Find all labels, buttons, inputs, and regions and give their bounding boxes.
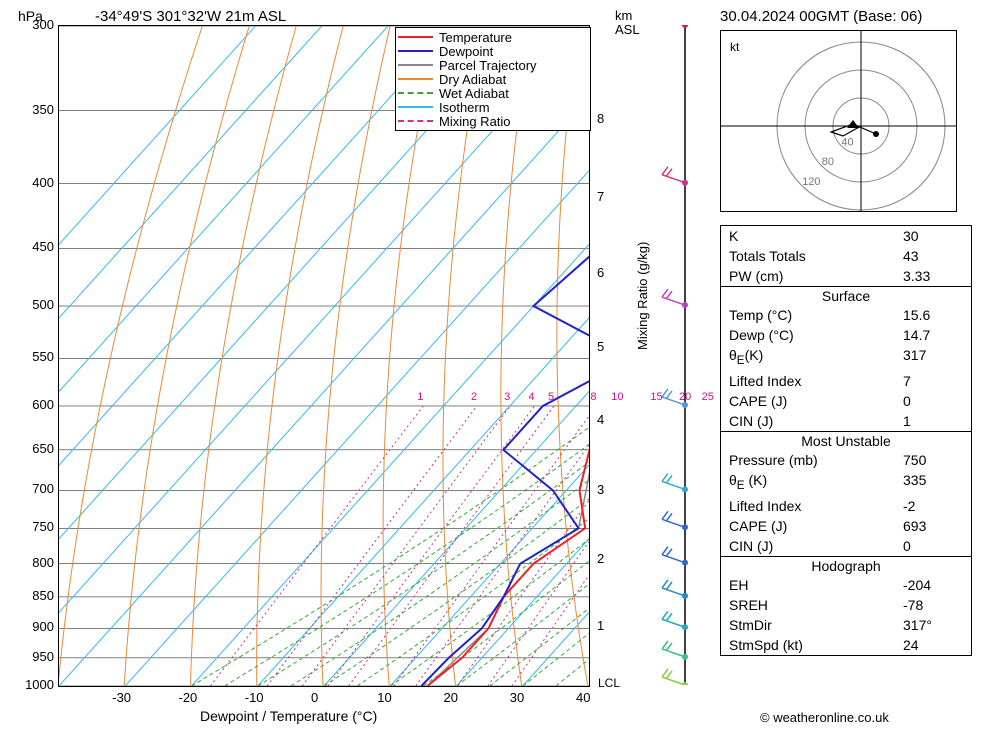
mixing-ratio-tick: 25 — [702, 391, 714, 403]
data-row: CIN (J)1 — [721, 411, 971, 431]
svg-text:40: 40 — [841, 137, 853, 149]
ytick-hpa: 550 — [14, 349, 54, 364]
mixing-ratio-tick: 20 — [679, 391, 691, 403]
mixing-ratio-tick: 4 — [529, 391, 535, 403]
mixing-ratio-label: Mixing Ratio (g/kg) — [635, 242, 650, 350]
xtick: -10 — [245, 690, 264, 705]
section-title: Surface — [721, 286, 971, 305]
data-row: Lifted Index7 — [721, 371, 971, 391]
copyright: © weatheronline.co.uk — [760, 710, 889, 725]
chart-title: -34°49'S 301°32'W 21m ASL — [95, 8, 286, 25]
ytick-km: 2 — [597, 551, 604, 566]
windbarb-column — [660, 25, 700, 685]
lcl-label: LCL — [598, 676, 620, 690]
data-row: Temp (°C)15.6 — [721, 305, 971, 325]
data-row: θE (K)335 — [721, 470, 971, 496]
svg-text:120: 120 — [802, 176, 820, 188]
data-row: StmDir317° — [721, 615, 971, 635]
ytick-km: 8 — [597, 111, 604, 126]
ytick-hpa: 800 — [14, 555, 54, 570]
data-row: Pressure (mb)750 — [721, 450, 971, 470]
data-row: CAPE (J)693 — [721, 516, 971, 536]
data-row: EH-204 — [721, 575, 971, 595]
ytick-km: 1 — [597, 618, 604, 633]
data-row: Dewp (°C)14.7 — [721, 325, 971, 345]
ytick-km: 4 — [597, 412, 604, 427]
hodograph: 12080 40 — [720, 30, 957, 212]
ytick-km: 7 — [597, 189, 604, 204]
xtick: -20 — [179, 690, 198, 705]
data-row: θE(K)317 — [721, 345, 971, 371]
x-axis-label: Dewpoint / Temperature (°C) — [200, 708, 377, 724]
ytick-km: 6 — [597, 265, 604, 280]
xtick: 30 — [510, 690, 524, 705]
data-row: Totals Totals43 — [721, 246, 971, 266]
xtick: 40 — [576, 690, 590, 705]
datetime-label: 30.04.2024 00GMT (Base: 06) — [720, 8, 922, 25]
mixing-ratio-tick: 1 — [417, 391, 423, 403]
y-axis-label-right2: ASL — [615, 22, 640, 37]
xtick: 20 — [444, 690, 458, 705]
ytick-hpa: 300 — [14, 17, 54, 32]
ytick-km: 5 — [597, 339, 604, 354]
legend-row: Mixing Ratio — [398, 114, 588, 128]
ytick-hpa: 1000 — [14, 677, 54, 692]
xtick: 10 — [377, 690, 391, 705]
indices-table: K30Totals Totals43PW (cm)3.33SurfaceTemp… — [720, 225, 972, 656]
legend-row: Parcel Trajectory — [398, 58, 588, 72]
data-row: StmSpd (kt)24 — [721, 635, 971, 655]
section-title: Most Unstable — [721, 431, 971, 450]
data-row: SREH-78 — [721, 595, 971, 615]
ytick-hpa: 600 — [14, 397, 54, 412]
xtick: 0 — [311, 690, 318, 705]
mixing-ratio-tick: 15 — [650, 391, 662, 403]
ytick-km: 3 — [597, 482, 604, 497]
ytick-hpa: 500 — [14, 297, 54, 312]
mixing-ratio-tick: 10 — [611, 391, 623, 403]
xtick: -30 — [112, 690, 131, 705]
data-row: CAPE (J)0 — [721, 391, 971, 411]
legend-box: TemperatureDewpointParcel TrajectoryDry … — [395, 27, 591, 131]
ytick-hpa: 450 — [14, 239, 54, 254]
legend-row: Temperature — [398, 30, 588, 44]
ytick-hpa: 900 — [14, 619, 54, 634]
hodograph-unit: kt — [730, 40, 739, 54]
ytick-hpa: 350 — [14, 102, 54, 117]
svg-text:80: 80 — [822, 156, 834, 168]
y-axis-label-right: km — [615, 8, 632, 23]
ytick-hpa: 850 — [14, 588, 54, 603]
data-row: CIN (J)0 — [721, 536, 971, 556]
legend-row: Isotherm — [398, 100, 588, 114]
ytick-hpa: 700 — [14, 481, 54, 496]
ytick-hpa: 750 — [14, 519, 54, 534]
data-row: K30 — [721, 226, 971, 246]
legend-row: Wet Adiabat — [398, 86, 588, 100]
mixing-ratio-tick: 5 — [548, 391, 554, 403]
ytick-hpa: 400 — [14, 175, 54, 190]
legend-row: Dry Adiabat — [398, 72, 588, 86]
mixing-ratio-tick: 8 — [590, 391, 596, 403]
mixing-ratio-tick: 2 — [471, 391, 477, 403]
ytick-hpa: 650 — [14, 441, 54, 456]
legend-row: Dewpoint — [398, 44, 588, 58]
data-row: Lifted Index-2 — [721, 496, 971, 516]
data-row: PW (cm)3.33 — [721, 266, 971, 286]
mixing-ratio-tick: 3 — [504, 391, 510, 403]
section-title: Hodograph — [721, 556, 971, 575]
ytick-hpa: 950 — [14, 649, 54, 664]
